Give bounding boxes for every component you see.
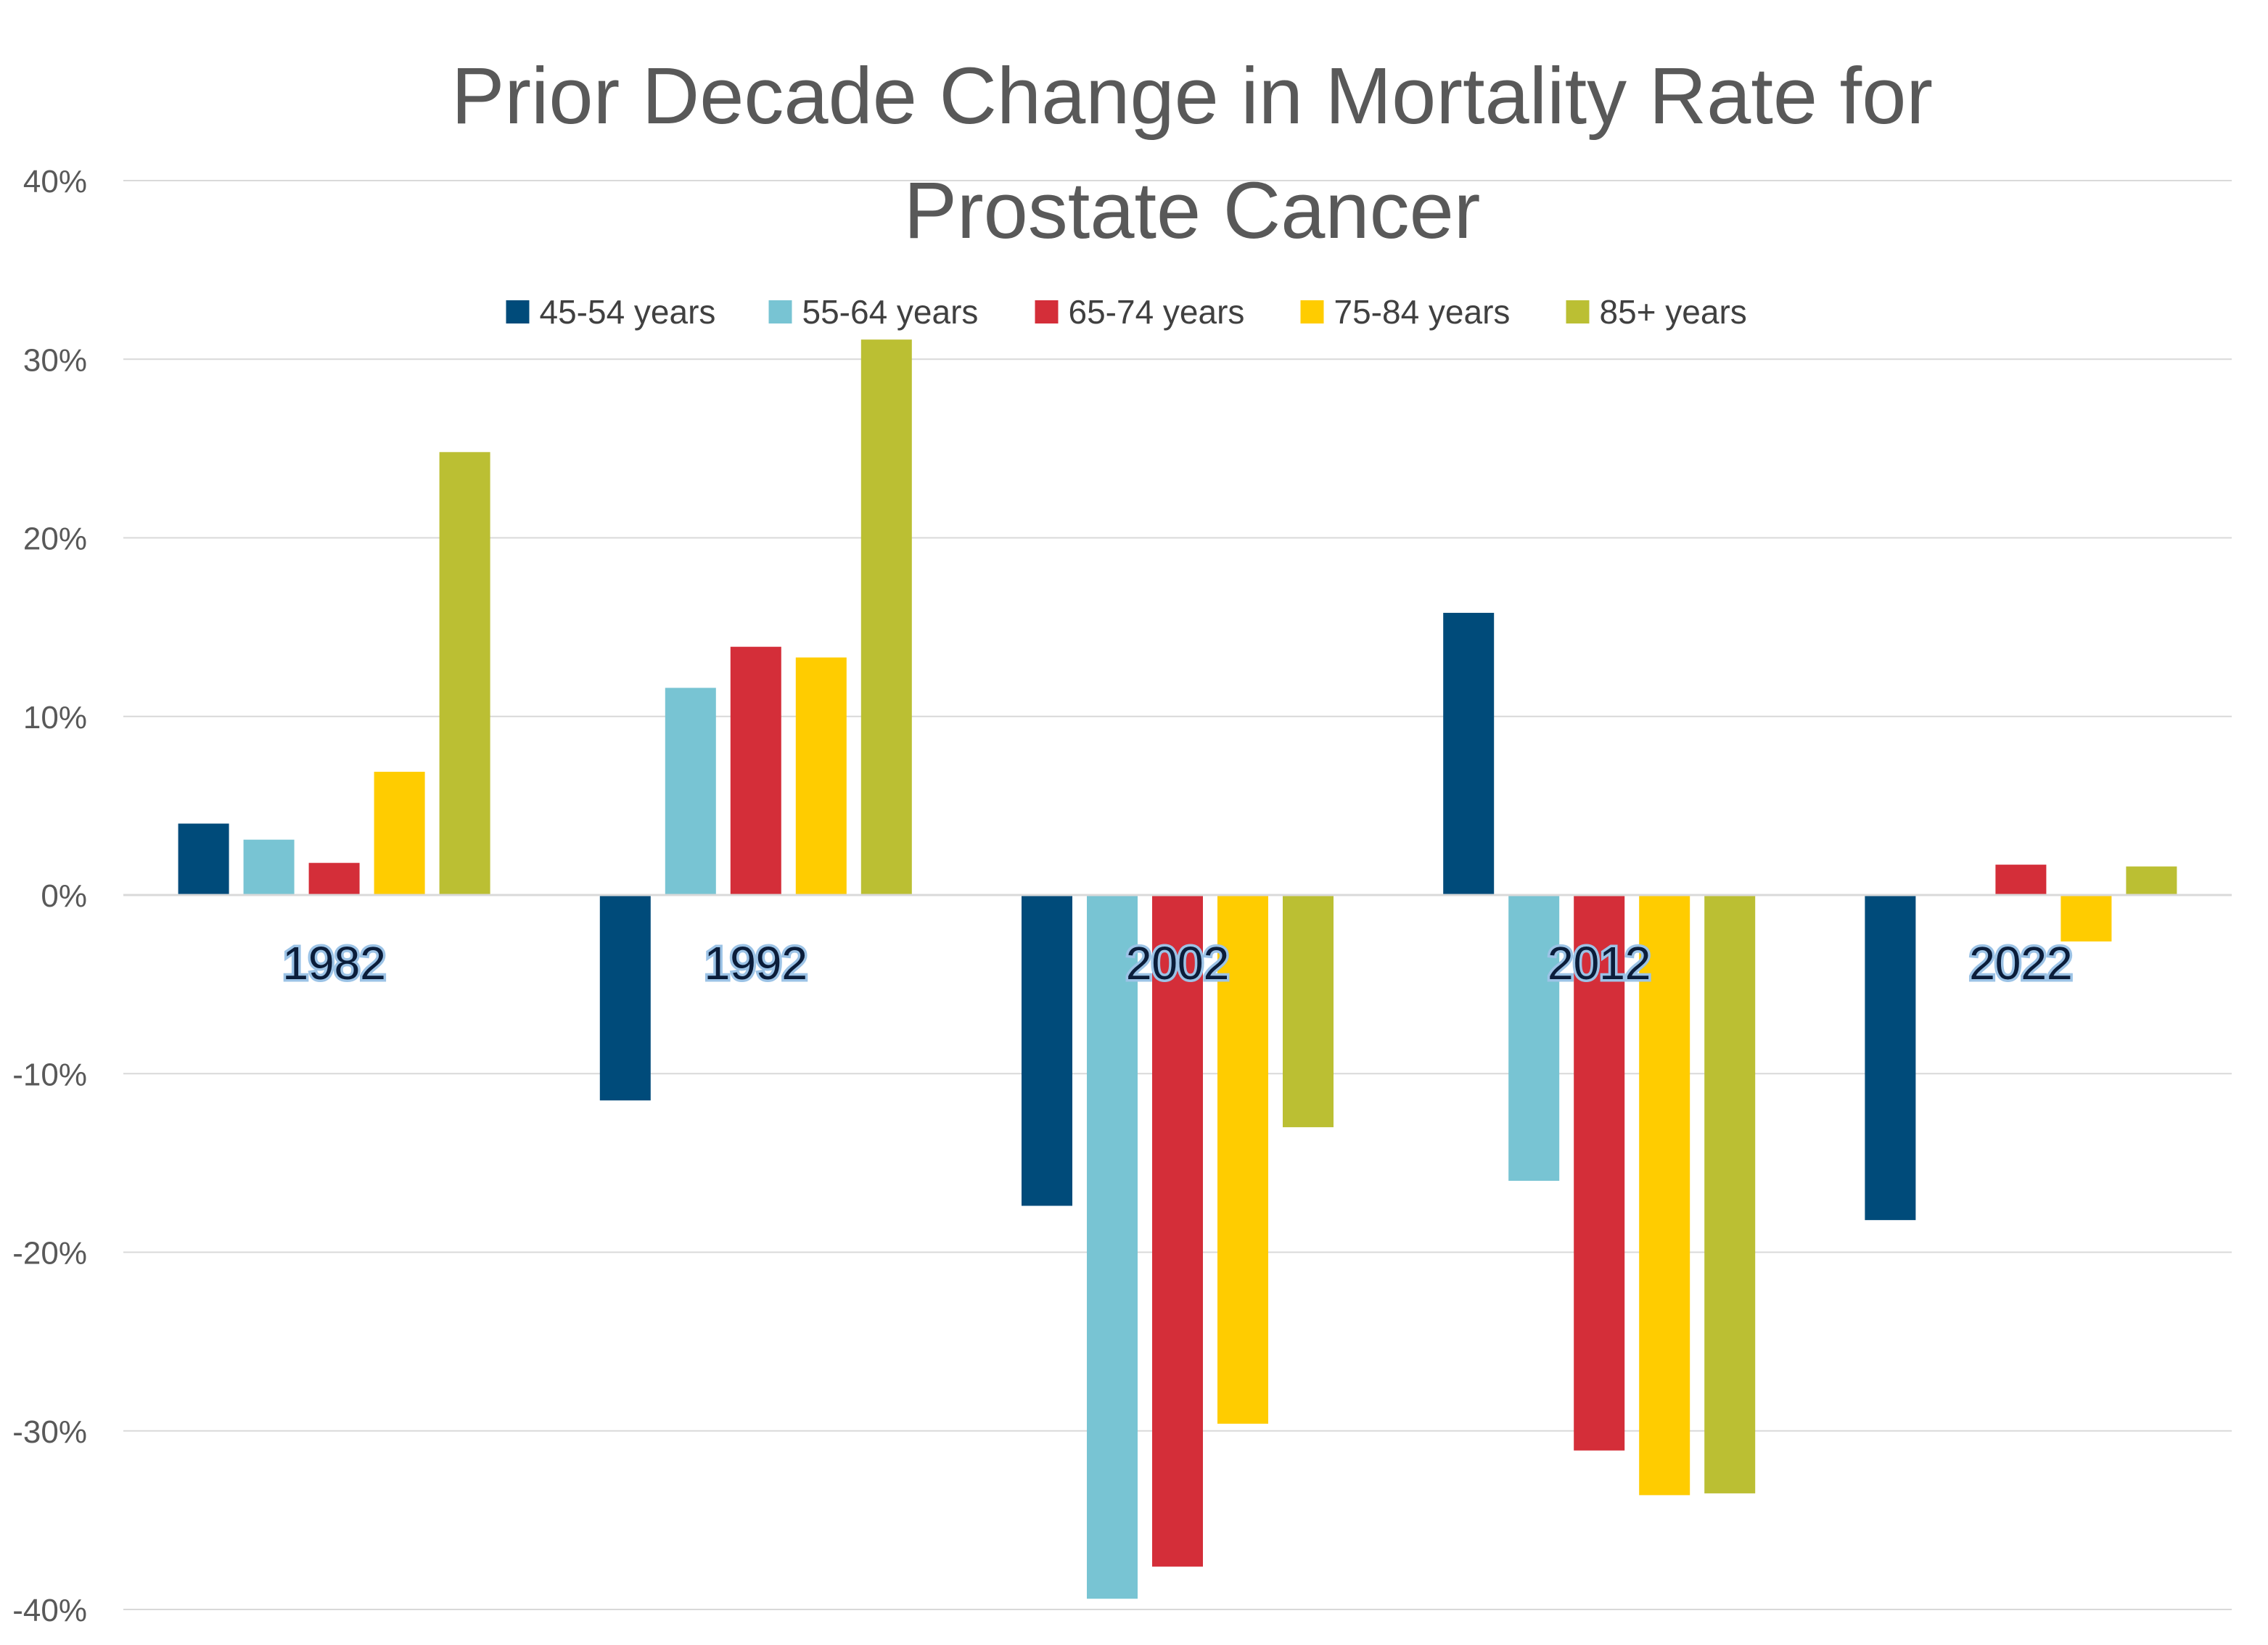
y-axis-labels: 40% 30% 20% 10% 0% -10% -20% -30% -40% — [12, 164, 87, 1628]
bar-1992-55-64-years — [665, 688, 716, 895]
legend-swatch — [506, 300, 530, 323]
chart-title-line-2: Prostate Cancer — [904, 166, 1481, 255]
category-label: 2002 — [1126, 937, 1229, 989]
legend-item: 45-54 years — [506, 293, 716, 331]
y-tick-label: -30% — [12, 1414, 87, 1450]
legend-label: 45-54 years — [540, 293, 716, 331]
y-tick-label: 0% — [41, 878, 87, 914]
bar-1992-75-84-years — [795, 657, 847, 895]
bar-2012-45-54-years — [1443, 612, 1495, 895]
category-label: 1992 — [704, 937, 808, 989]
bar-1982-45-54-years — [178, 823, 229, 895]
legend-swatch — [1566, 300, 1590, 323]
chart-title-line-1: Prior Decade Change in Mortality Rate fo… — [451, 51, 1933, 141]
bar-2012-65-74-years — [1574, 895, 1625, 1451]
bar-2012-55-64-years — [1508, 895, 1560, 1181]
legend-item: 65-74 years — [1035, 293, 1245, 331]
bar-2002-45-54-years — [1022, 895, 1072, 1206]
bar-2002-75-84-years — [1217, 895, 1268, 1424]
y-tick-label: -40% — [12, 1593, 87, 1628]
legend-label: 85+ years — [1600, 293, 1747, 331]
bar-2022-65-74-years — [1995, 865, 2047, 895]
legend-item: 55-64 years — [768, 293, 979, 331]
bar-2002-85-years — [1283, 895, 1334, 1128]
y-tick-label: 20% — [23, 521, 87, 557]
bar-2012-75-84-years — [1639, 895, 1690, 1496]
category-label: 2012 — [1548, 937, 1651, 989]
category-labels: 1982 1992 2002 2012 2022 — [280, 935, 2075, 992]
bar-2012-85-years — [1704, 895, 1756, 1493]
bar-1992-65-74-years — [730, 646, 781, 895]
category-label: 1982 — [282, 937, 385, 989]
y-tick-label: -10% — [12, 1057, 87, 1092]
bar-1992-45-54-years — [599, 895, 651, 1101]
legend-swatch — [1300, 300, 1324, 323]
bar-1982-75-84-years — [374, 772, 425, 895]
category-label: 2022 — [1969, 937, 2072, 989]
legend-label: 65-74 years — [1069, 293, 1245, 331]
chart-title: Prior Decade Change in Mortality Rate fo… — [451, 51, 1933, 255]
legend-item: 85+ years — [1566, 293, 1747, 331]
bar-2022-45-54-years — [1865, 895, 1916, 1221]
bar-2002-55-64-years — [1087, 895, 1138, 1599]
legend-swatch — [768, 300, 792, 323]
bar-2022-75-84-years — [2060, 895, 2112, 942]
legend: 45-54 years 55-64 years 65-74 years 75-84 y… — [506, 293, 1747, 331]
bars — [178, 339, 2177, 1599]
bar-1982-55-64-years — [243, 839, 295, 895]
legend-label: 55-64 years — [802, 293, 979, 331]
bar-2022-85-years — [2126, 866, 2177, 895]
bar-1982-65-74-years — [308, 862, 360, 895]
y-tick-label: 10% — [23, 700, 87, 735]
bar-2002-65-74-years — [1152, 895, 1203, 1567]
y-tick-label: -20% — [12, 1236, 87, 1271]
legend-label: 75-84 years — [1334, 293, 1511, 331]
y-tick-label: 30% — [23, 342, 87, 378]
y-tick-label: 40% — [23, 164, 87, 199]
bar-1992-85-years — [860, 339, 912, 896]
legend-item: 75-84 years — [1300, 293, 1511, 331]
legend-swatch — [1035, 300, 1059, 323]
bar-1982-85-years — [439, 452, 490, 895]
